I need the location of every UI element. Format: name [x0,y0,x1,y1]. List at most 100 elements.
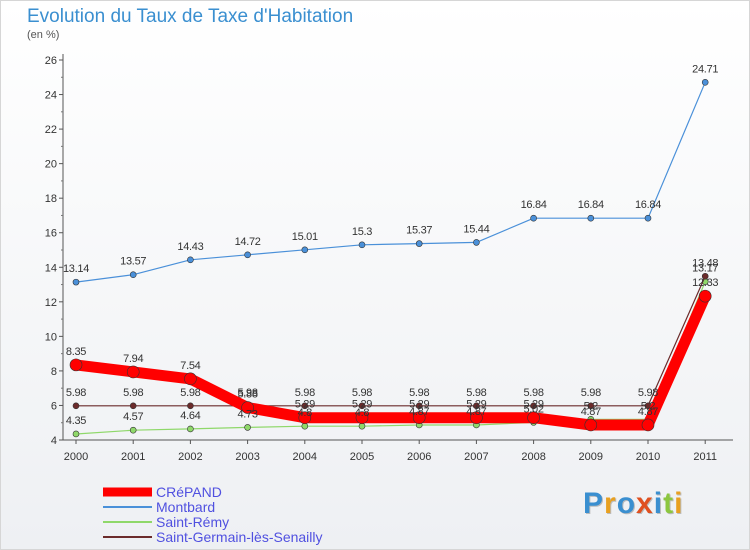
series-lines [69,78,712,438]
data-label: 5.98 [638,387,658,399]
data-label: 14.72 [235,236,261,248]
data-label: 5.98 [237,387,257,399]
data-label: 5.98 [352,387,372,399]
data-point [701,272,709,280]
y-tick-label: 16 [45,228,57,240]
data-label: 5.88 [237,389,257,401]
data-point [530,214,537,222]
logo-letter: i [674,487,684,520]
data-label: 4.8 [355,407,370,419]
data-point [358,402,366,410]
x-tick-label: 2001 [121,451,145,463]
logo-letter: x [636,487,654,520]
data-point [244,251,251,259]
data-label: 5.29 [295,399,315,411]
y-tick-label: 20 [45,159,57,171]
x-tick-label: 2009 [579,451,603,463]
data-point [184,372,197,386]
series-line-Saint-Germain-lès-Senailly [75,275,706,407]
data-point [473,239,480,246]
series-line-Saint-Rémy [75,281,706,435]
logo-letter: t [663,487,675,520]
data-point [187,425,194,433]
y-tick-label: 22 [45,124,57,136]
data-label: 5.29 [523,399,543,411]
chart-title: Evolution du Taux de Taxe d'Habitation [27,6,354,27]
x-tick-label: 2007 [464,451,488,463]
data-point [187,402,194,410]
data-point [358,241,366,249]
x-tick-label: 2003 [235,451,259,463]
data-label: 7.54 [180,360,200,372]
data-label: 4.64 [180,410,200,422]
data-label: 15.37 [406,225,432,237]
x-tick-label: 2005 [350,451,374,463]
data-label: 4.87 [409,406,429,418]
y-tick-label: 10 [45,331,57,343]
data-label: 4.87 [581,406,601,418]
y-tick-label: 6 [51,400,57,412]
data-point [298,411,312,425]
y-tick-label: 24 [45,90,57,102]
logo-letter: i [653,487,664,520]
data-label: 13.14 [63,263,89,275]
data-point [415,402,423,410]
x-tick-label: 2008 [521,451,545,463]
data-label: 5.29 [409,399,429,411]
x-tick-label: 2006 [407,451,431,463]
data-point [126,365,140,379]
data-label: 4.87 [466,406,486,418]
data-label: 13.17 [692,263,718,275]
data-point [644,214,652,222]
y-tick-label: 14 [45,262,57,274]
y-tick-label: 12 [45,297,57,309]
data-point [698,289,712,303]
data-label: 5.29 [352,399,372,411]
data-label: 5.98 [295,387,315,399]
data-point [129,402,137,410]
data-point [358,422,366,430]
data-point [301,402,309,410]
data-point [69,358,83,372]
data-point [129,426,137,434]
data-label: 8.35 [66,346,86,358]
x-tick-label: 2002 [178,451,202,463]
legend-label: Saint-Germain-lès-Senailly [156,529,323,545]
data-label: 4.73 [237,408,257,420]
y-tick-label: 8 [51,366,57,378]
data-label: 5.98 [123,387,143,399]
data-label: 24.71 [692,63,718,75]
data-point [701,78,709,86]
y-tick-label: 18 [45,193,57,205]
data-point [470,411,483,425]
axes: 4 6 8 10 12 14 16 18 20 22 24 26 2000 2001 2002 2003 200… [45,54,733,463]
legend-label: CRéPAND [156,484,222,500]
data-label: 5.98 [409,387,429,399]
data-label: 16.84 [578,199,604,211]
data-label: 15.3 [352,226,372,238]
data-point [187,256,194,264]
x-tick-label: 2000 [64,451,88,463]
chart-subtitle: (en %) [27,29,60,41]
data-point [473,402,480,410]
data-label: 15.44 [463,223,489,235]
data-label: 5.98 [66,387,86,399]
data-point [72,402,80,410]
data-label: 4.87 [638,406,658,418]
data-point [530,402,537,410]
data-point [301,246,309,254]
data-point [355,411,369,425]
data-label: 14.43 [177,241,203,253]
x-tick-label: 2010 [636,451,660,463]
data-label: 4.35 [66,415,86,427]
data-label: 5.2 [584,400,599,412]
data-label: 16.84 [635,199,661,211]
logo-letter: r [604,487,617,520]
data-point [72,430,80,438]
series-line-CRéPAND [70,290,711,431]
x-tick-label: 2004 [293,451,317,463]
data-label: 5.98 [523,387,543,399]
data-labels: 13.14 13.57 14.43 14.72 15.01 15.3 15.37 15.44 1… [63,63,719,427]
logo-letter: P [583,487,605,520]
